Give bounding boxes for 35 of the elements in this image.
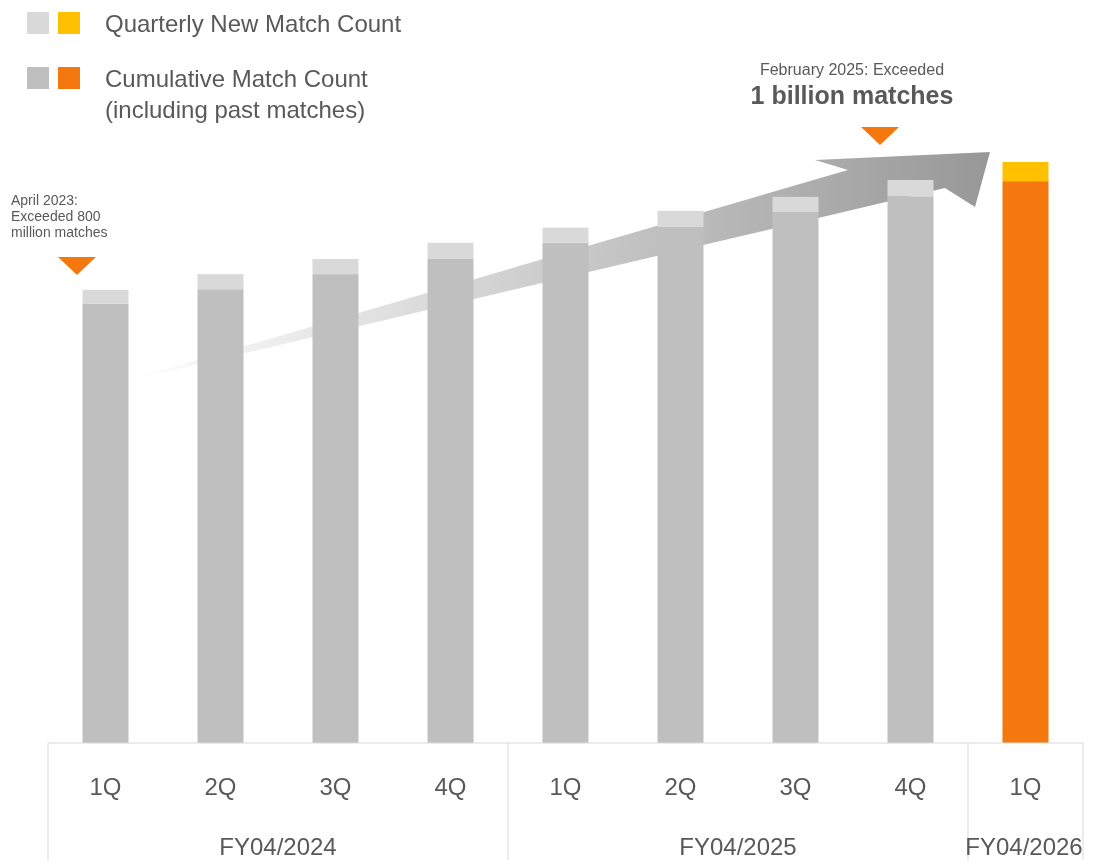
- bar: [197, 274, 244, 290]
- x-tick-label: 4Q: [894, 773, 927, 800]
- x-tick-label: 2Q: [664, 773, 697, 800]
- bar: [427, 242, 474, 260]
- bar: [657, 210, 704, 228]
- annotation: April 2023: Exceeded 800 million matches: [11, 192, 108, 240]
- x-tick-label: 2Q: [204, 773, 237, 800]
- bar: [1002, 162, 1049, 182]
- bar: [82, 303, 129, 743]
- x-tick-label: 3Q: [319, 773, 352, 800]
- text: 1 billion matches: [750, 81, 954, 109]
- bar: [772, 196, 819, 212]
- text: FY04/2026: [965, 833, 1083, 860]
- x-tick-label: 1Q: [89, 773, 122, 800]
- legend-label: Quarterly New Match Count: [105, 10, 402, 37]
- bar: [887, 180, 934, 197]
- bar: [427, 259, 474, 743]
- bar: [197, 289, 244, 743]
- x-tick-label: 4Q: [434, 773, 467, 800]
- bar: [542, 242, 589, 743]
- x-tick-label: 1Q: [549, 773, 582, 800]
- bar: [82, 289, 129, 304]
- bar: [1002, 181, 1049, 743]
- bar: [772, 211, 819, 743]
- x-tick-label: 1Q: [1009, 773, 1042, 800]
- legend-label: Cumulative Match Count (including past matches): [105, 65, 369, 123]
- bar: [887, 196, 934, 743]
- text: February 2025: Exceeded: [759, 61, 945, 78]
- text: FY04/2024: [219, 833, 337, 860]
- bar: [312, 274, 359, 743]
- bar: [657, 227, 704, 743]
- bar: [542, 227, 589, 243]
- text: FY04/2025: [679, 833, 797, 860]
- bar: [312, 259, 359, 275]
- x-tick-label: 3Q: [779, 773, 812, 800]
